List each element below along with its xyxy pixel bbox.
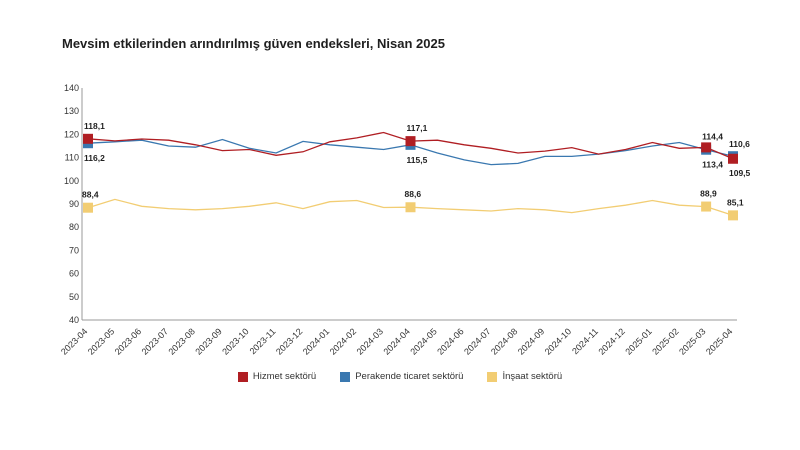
data-label: 118,1 xyxy=(84,121,105,131)
y-tick-label: 130 xyxy=(64,106,79,116)
y-tick-label: 100 xyxy=(64,176,79,186)
y-tick-label: 60 xyxy=(69,269,79,279)
y-tick-label: 140 xyxy=(64,83,79,93)
data-point-marker-0[interactable] xyxy=(83,133,93,144)
x-tick-label: 2023-08 xyxy=(166,326,196,356)
data-label: 115,5 xyxy=(407,155,428,165)
data-label: 85,1 xyxy=(727,197,744,207)
legend-swatch-insaat xyxy=(487,371,498,382)
y-tick-label: 40 xyxy=(69,315,79,325)
x-tick-label: 2024-01 xyxy=(301,326,331,356)
x-tick-label: 2024-03 xyxy=(355,326,385,356)
legend-item-insaat[interactable]: İnşaat sektörü xyxy=(487,371,562,382)
data-point-marker-2[interactable] xyxy=(83,202,93,213)
x-tick-label: 2023-05 xyxy=(86,326,116,356)
legend-item-hizmet[interactable]: Hizmet sektörü xyxy=(237,371,317,382)
x-tick-label: 2023-11 xyxy=(248,326,278,356)
legend-swatch-perakende xyxy=(340,371,351,382)
x-tick-label: 2023-06 xyxy=(113,326,143,356)
data-label: 88,9 xyxy=(700,189,717,199)
y-tick-label: 120 xyxy=(64,129,79,139)
data-point-marker-2[interactable] xyxy=(701,201,712,212)
x-tick-label: 2023-12 xyxy=(274,326,304,356)
y-tick-label: 90 xyxy=(69,199,79,209)
data-point-marker-0[interactable] xyxy=(728,153,738,164)
x-tick-label: 2025-01 xyxy=(623,326,653,356)
x-tick-label: 2023-07 xyxy=(140,326,170,356)
data-label: 114,4 xyxy=(702,131,723,141)
y-tick-label: 50 xyxy=(69,292,79,302)
x-tick-label: 2024-02 xyxy=(328,326,358,356)
y-tick-label: 80 xyxy=(69,222,79,232)
data-label: 110,6 xyxy=(729,139,750,149)
x-tick-label: 2024-10 xyxy=(543,326,573,356)
x-tick-label: 2023-09 xyxy=(193,326,223,356)
x-tick-label: 2024-08 xyxy=(489,326,519,356)
legend-item-perakende[interactable]: Perakende ticaret sektörü xyxy=(340,371,463,382)
data-label: 116,2 xyxy=(84,153,105,163)
data-label: 117,1 xyxy=(407,123,428,133)
data-label: 88,4 xyxy=(82,190,99,200)
x-tick-label: 2024-07 xyxy=(462,326,492,356)
x-tick-label: 2024-11 xyxy=(570,326,600,356)
x-tick-label: 2025-03 xyxy=(677,326,707,356)
data-point-marker-0[interactable] xyxy=(701,142,712,153)
y-tick-label: 110 xyxy=(65,153,79,163)
data-point-marker-2[interactable] xyxy=(728,210,738,221)
x-tick-label: 2025-04 xyxy=(704,326,734,356)
x-tick-label: 2023-04 xyxy=(59,326,89,356)
x-tick-label: 2024-09 xyxy=(516,326,546,356)
x-tick-label: 2024-06 xyxy=(435,326,465,356)
data-point-marker-2[interactable] xyxy=(405,202,416,213)
chart-legend: Hizmet sektörü Perakende ticaret sektörü… xyxy=(0,371,800,382)
x-tick-label: 2024-05 xyxy=(408,326,438,356)
data-label: 109,5 xyxy=(729,168,751,178)
x-tick-label: 2025-02 xyxy=(650,326,680,356)
legend-label-hizmet: Hizmet sektörü xyxy=(252,371,317,382)
data-label: 88,6 xyxy=(405,189,422,199)
x-tick-label: 2024-12 xyxy=(596,326,626,356)
chart-title: Mevsim etkilerinden arındırılmış güven e… xyxy=(62,36,445,51)
x-tick-label: 2024-04 xyxy=(381,326,411,356)
data-point-marker-0[interactable] xyxy=(405,136,416,147)
legend-swatch-hizmet xyxy=(237,371,248,382)
y-tick-label: 70 xyxy=(69,245,79,255)
legend-label-perakende: Perakende ticaret sektörü xyxy=(355,371,464,382)
data-label: 113,4 xyxy=(702,160,723,170)
legend-label-insaat: İnşaat sektörü xyxy=(502,371,563,382)
x-tick-label: 2023-10 xyxy=(220,326,250,356)
